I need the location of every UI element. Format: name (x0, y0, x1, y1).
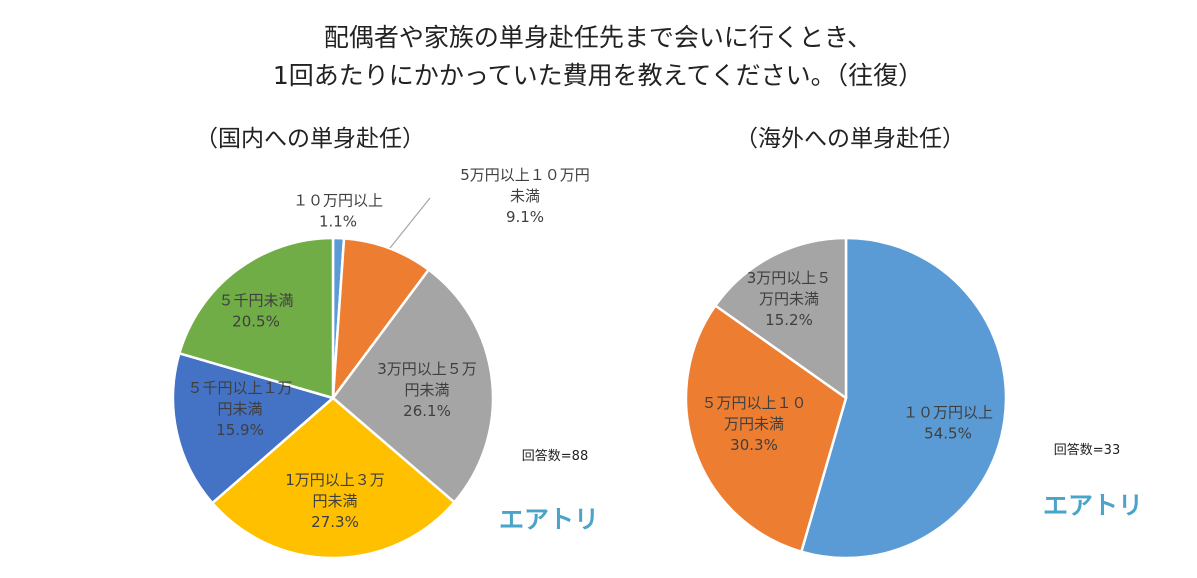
data-label: １０万円以上 54.5% (903, 404, 993, 443)
data-label-category: 円未満 (312, 492, 357, 510)
data-label-category: 万円未満 (724, 415, 784, 433)
pie-title-overseas: （海外への単身赴任） (735, 126, 965, 152)
response-count-overseas: 回答数=33 (1054, 442, 1120, 458)
data-label-category: 5万円以上１０万円 (460, 166, 590, 184)
data-label-category: ５千円未満 (218, 292, 293, 310)
figure-title-line-2: 1回あたりにかかっていた費用を教えてください。（往復） (273, 61, 923, 90)
data-label-category: 円未満 (404, 381, 449, 399)
data-label-value: 1.1% (319, 213, 357, 231)
pie-slice (171, 352, 335, 505)
pie-slice (331, 237, 430, 400)
data-label: ５千円未満 20.5% (218, 292, 293, 331)
data-label-value: 26.1% (403, 402, 451, 420)
pie-slice (800, 236, 1008, 560)
data-label-value: 15.9% (216, 421, 264, 439)
data-label-category: 3万円以上５ (747, 269, 832, 287)
data-label: ５万円以上１０ 万円未満 30.3% (701, 394, 806, 454)
data-label-category: 円未満 (217, 400, 262, 418)
response-count-domestic: 回答数=88 (522, 448, 588, 464)
leader-line (389, 197, 431, 249)
data-label-category: ５万円以上１０ (701, 394, 806, 412)
data-label-category: 3万円以上５万 (377, 360, 477, 378)
brand-logo-domestic: エアトリ (499, 505, 599, 534)
data-label-category: 1万円以上３万 (285, 471, 385, 489)
data-label-value: 9.1% (506, 208, 544, 226)
data-label-value: 15.2% (765, 311, 813, 329)
pie-chart-domestic: １０万円以上1.1%5万円以上１０万円未満9.1%3万円以上５万円未満26.1%… (171, 166, 590, 560)
data-label-value: 30.3% (730, 436, 778, 454)
brand-logo-overseas: エアトリ (1043, 491, 1143, 520)
figure-title-line-1: 配偶者や家族の単身赴任先まで会いに行くとき、 (324, 23, 872, 52)
figure-title: 配偶者や家族の単身赴任先まで会いに行くとき、 1回あたりにかかっていた費用を教え… (273, 23, 923, 90)
data-label-value: 20.5% (232, 313, 280, 331)
data-label-category: １０万円以上 (293, 192, 383, 210)
pie-slice (684, 304, 848, 553)
data-label-value: 27.3% (311, 513, 359, 531)
pie-slice (714, 236, 848, 400)
data-label: 3万円以上５ 万円未満 15.2% (747, 269, 832, 329)
pie-slice (178, 236, 335, 400)
data-label-category: 万円未満 (759, 290, 819, 308)
pie-title-domestic: （国内への単身赴任） (195, 126, 425, 152)
data-label-category: 未満 (510, 187, 540, 205)
data-label-value: 54.5% (924, 425, 972, 443)
pie-slice (211, 396, 456, 560)
pie-slice (331, 268, 495, 504)
data-label: １０万円以上 1.1% (293, 192, 383, 231)
pie-chart-overseas: １０万円以上 54.5% ５万円以上１０ 万円未満 30.3% 3万円以上５ 万円未満 15.… (684, 236, 1008, 560)
data-label-category: １０万円以上 (903, 404, 993, 422)
data-label-category: ５千円以上１万 (187, 379, 292, 397)
